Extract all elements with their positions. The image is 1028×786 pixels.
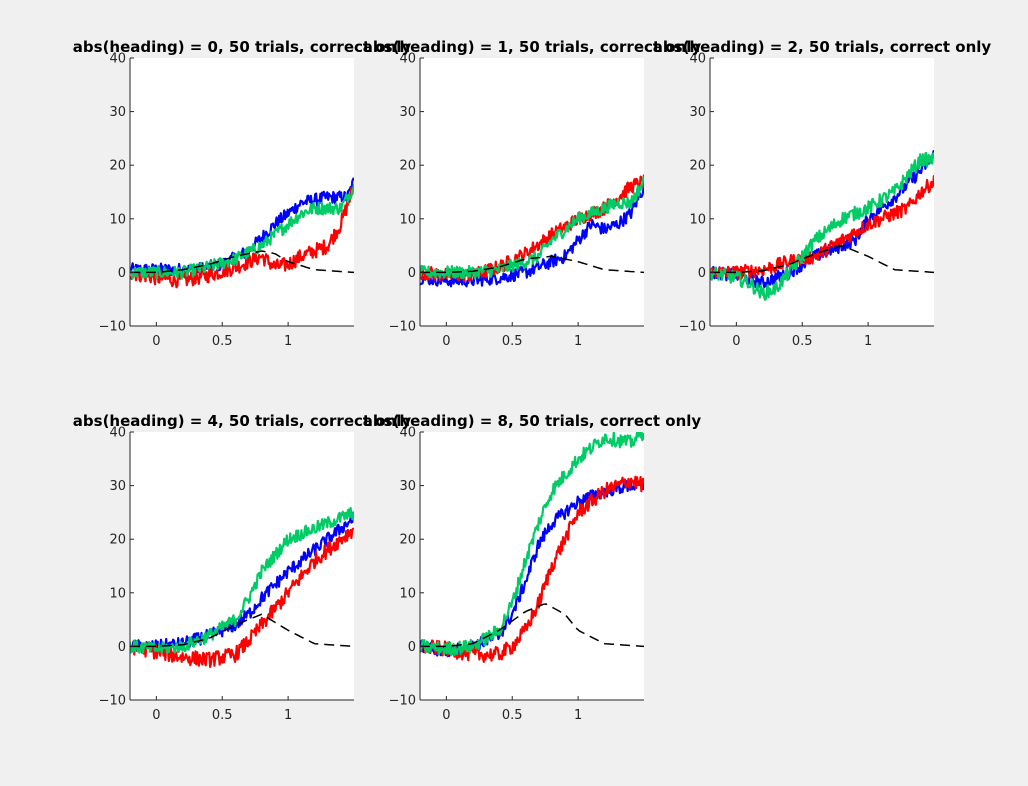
y-tick-label: 0 [118, 640, 126, 655]
y-tick-label: −10 [389, 320, 416, 335]
y-tick-label: 40 [689, 52, 706, 67]
subplot-heading-2: −10 0 10 20 30 40 0 0.5 1 [679, 52, 934, 349]
y-tick-label: −10 [679, 320, 706, 335]
plot-area [130, 432, 354, 700]
series-line-red [710, 175, 934, 280]
y-tick-label: 0 [118, 266, 126, 281]
subplot-heading-4: −10 0 10 20 30 40 0 0.5 1 [99, 426, 354, 723]
y-tick-label: 20 [399, 533, 416, 548]
series-line-green [420, 432, 644, 657]
series-line-red [130, 186, 354, 289]
x-tick-label: 0.5 [502, 334, 523, 349]
y-tick-label: 20 [109, 159, 126, 174]
x-tick-label: 0.5 [212, 334, 233, 349]
series-line-blue [420, 182, 644, 288]
axes-layer: −10 0 10 20 30 40 0 0.5 1 [389, 52, 644, 349]
axes-layer: −10 0 10 20 30 40 0 0.5 1 [99, 52, 354, 349]
plot-area [420, 432, 644, 700]
series-line-dashed [130, 250, 354, 274]
plot-area [130, 58, 354, 326]
y-tick-label: 10 [109, 212, 126, 227]
series-line-green [130, 506, 354, 655]
series-layer [130, 177, 354, 289]
y-tick-label: 40 [109, 52, 126, 67]
y-tick-label: 10 [109, 586, 126, 601]
series-line-dashed [130, 613, 354, 648]
subplot-title: abs(heading) = 8, 50 trials, correct onl… [363, 412, 702, 430]
y-tick-label: 20 [689, 159, 706, 174]
y-tick-label: −10 [389, 694, 416, 709]
series-line-dashed [420, 255, 644, 274]
subplot-heading-8: −10 0 10 20 30 40 0 0.5 1 [389, 426, 644, 723]
x-tick-label: 0.5 [502, 708, 523, 723]
x-tick-label: 0 [442, 708, 450, 723]
x-tick-label: 1 [574, 334, 582, 349]
y-tick-label: −10 [99, 694, 126, 709]
y-tick-label: 20 [399, 159, 416, 174]
y-tick-label: 30 [399, 479, 416, 494]
subplot-heading-1: −10 0 10 20 30 40 0 0.5 1 [389, 52, 644, 349]
y-tick-label: 10 [399, 586, 416, 601]
axes-layer: −10 0 10 20 30 40 0 0.5 1 [679, 52, 934, 349]
y-tick-label: 40 [399, 52, 416, 67]
subplot-heading-0: −10 0 10 20 30 40 0 0.5 1 [99, 52, 354, 349]
y-tick-label: 30 [109, 479, 126, 494]
series-line-green [130, 183, 354, 280]
y-tick-label: 0 [408, 640, 416, 655]
x-tick-label: 0.5 [792, 334, 813, 349]
y-tick-label: 30 [109, 105, 126, 120]
y-tick-label: 0 [698, 266, 706, 281]
subplot-title: abs(heading) = 1, 50 trials, correct onl… [363, 38, 702, 56]
x-tick-label: 0.5 [212, 708, 233, 723]
series-line-red [420, 475, 644, 663]
x-tick-label: 0 [152, 334, 160, 349]
series-layer [130, 506, 354, 669]
x-tick-label: 0 [152, 708, 160, 723]
x-tick-label: 0 [442, 334, 450, 349]
series-line-green [710, 151, 934, 301]
x-tick-label: 0 [732, 334, 740, 349]
y-tick-label: 0 [408, 266, 416, 281]
y-tick-label: −10 [99, 320, 126, 335]
x-tick-label: 1 [284, 708, 292, 723]
series-line-green [420, 176, 644, 280]
axes-layer: −10 0 10 20 30 40 0 0.5 1 [99, 426, 354, 723]
y-tick-label: 10 [689, 212, 706, 227]
x-tick-label: 1 [864, 334, 872, 349]
y-tick-label: 10 [399, 212, 416, 227]
subplot-title: abs(heading) = 4, 50 trials, correct onl… [73, 412, 412, 430]
series-layer [710, 149, 934, 301]
y-tick-label: 30 [689, 105, 706, 120]
plot-area [420, 58, 644, 326]
y-tick-label: 40 [109, 426, 126, 441]
subplot-title: abs(heading) = 0, 50 trials, correct onl… [73, 38, 412, 56]
series-layer [420, 174, 644, 288]
y-tick-label: 40 [399, 426, 416, 441]
y-tick-label: 30 [399, 105, 416, 120]
axes-layer: −10 0 10 20 30 40 0 0.5 1 [389, 426, 644, 723]
series-line-dashed [420, 603, 644, 648]
subplot-title: abs(heading) = 2, 50 trials, correct onl… [653, 38, 992, 56]
series-line-dashed [710, 244, 934, 274]
x-tick-label: 1 [574, 708, 582, 723]
series-layer [420, 432, 644, 663]
x-tick-label: 1 [284, 334, 292, 349]
y-tick-label: 20 [109, 533, 126, 548]
